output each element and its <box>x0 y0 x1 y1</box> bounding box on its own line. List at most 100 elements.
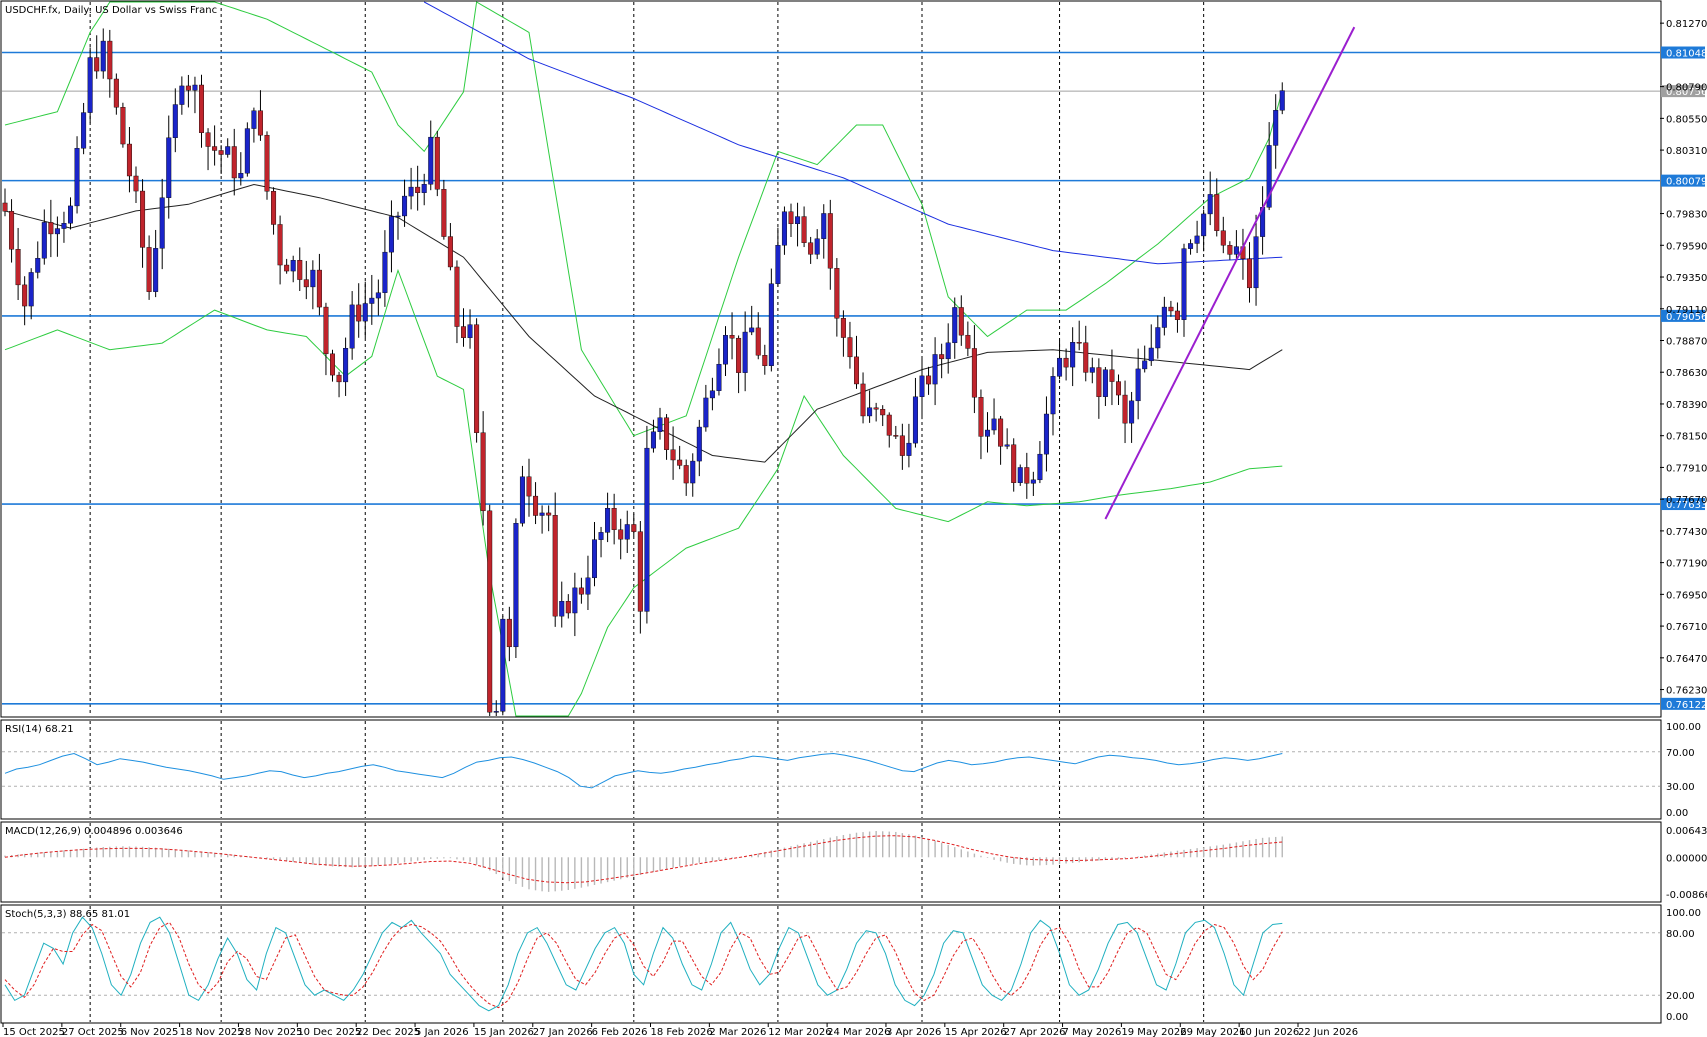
candle-bullish <box>1135 368 1141 402</box>
candle-bullish <box>74 148 80 207</box>
candle-bearish <box>94 57 100 72</box>
candle-bullish <box>1188 243 1194 249</box>
candle-bearish <box>480 432 486 512</box>
candle-bullish <box>388 216 394 253</box>
candle-bullish <box>912 396 918 444</box>
candle-bearish <box>546 512 552 516</box>
date-tick-label: 18 Feb 2026 <box>651 1027 713 1037</box>
candle-bearish <box>316 269 322 308</box>
candle-bearish <box>637 531 643 612</box>
candle-bearish <box>1096 367 1102 397</box>
candle-bearish <box>886 414 892 436</box>
candle-bullish <box>644 447 650 612</box>
candle-bullish <box>519 476 525 524</box>
candle-bearish <box>965 334 971 349</box>
candle-bullish <box>1004 444 1010 447</box>
price-tick-label: 0.77190 <box>1666 559 1707 570</box>
price-tick-label: 0.77670 <box>1666 495 1707 506</box>
candle-bullish <box>362 303 368 322</box>
candle-bullish <box>709 390 715 399</box>
candle-bullish <box>1161 306 1167 328</box>
candle-bearish <box>15 249 21 286</box>
candle-bearish <box>107 40 113 80</box>
date-tick-label: 28 Nov 2025 <box>238 1027 302 1037</box>
candle-bullish <box>592 539 598 579</box>
date-tick-label: 29 May 2026 <box>1180 1027 1245 1037</box>
date-tick-label: 15 Jan 2026 <box>474 1027 534 1037</box>
stoch-tick-label: 0.00 <box>1666 1012 1688 1023</box>
candle-bullish <box>100 40 106 72</box>
candle-bearish <box>958 307 964 336</box>
level-price-badge <box>1661 309 1705 322</box>
moving-average-50 <box>4 183 1283 463</box>
candle-bullish <box>867 407 873 417</box>
date-tick-label: 22 Dec 2025 <box>356 1027 420 1037</box>
candle-bullish <box>41 222 47 259</box>
stoch-tick-label: 80.00 <box>1666 929 1695 940</box>
candle-bearish <box>185 85 191 91</box>
price-tick-label: 0.78150 <box>1666 432 1707 443</box>
candle-bullish <box>716 363 722 391</box>
stoch-panel: 100.00 80.00 20.00 0.00 Stoch(5,3,3) 88.65 … <box>0 904 1701 1024</box>
candle-bullish <box>1129 400 1135 424</box>
date-tick-label: 27 Apr 2026 <box>1004 1027 1066 1037</box>
candle-bullish <box>1043 413 1049 455</box>
candle-bearish <box>978 397 984 437</box>
macd-tick-label: -0.008662 <box>1666 890 1707 901</box>
candle-bearish <box>808 242 814 255</box>
date-tick-label: 5 Jan 2026 <box>415 1027 469 1037</box>
price-tick-label: 0.76950 <box>1666 590 1707 601</box>
stoch-tick-label: 20.00 <box>1666 991 1695 1002</box>
candle-bullish <box>1057 357 1063 377</box>
candle-bearish <box>434 136 440 190</box>
stoch-signal-line <box>4 921 1283 1009</box>
level-price-badge <box>1661 697 1705 710</box>
candle-bullish <box>1142 360 1148 370</box>
indicator-overlays <box>4 1 1283 717</box>
candle-bearish <box>1076 342 1082 344</box>
candle-bullish <box>349 304 355 349</box>
candle-bullish <box>1194 235 1200 244</box>
price-panel-frame <box>0 0 1662 718</box>
candle-bullish <box>768 283 774 366</box>
candle-bullish <box>559 601 565 617</box>
candle-bullish <box>1030 479 1036 484</box>
candle-bearish <box>1174 310 1180 320</box>
date-tick-label: 27 Oct 2025 <box>62 1027 124 1037</box>
candle-bearish <box>670 449 676 461</box>
candle-bullish <box>192 84 198 91</box>
candle-bearish <box>1246 258 1252 289</box>
candle-bullish <box>67 205 73 224</box>
candle-bearish <box>198 84 204 133</box>
candle-bullish <box>657 417 663 432</box>
candle-bullish <box>650 431 656 449</box>
rsi-tick-label: 70.00 <box>1666 748 1695 759</box>
candle-bearish <box>683 465 689 484</box>
stoch-panel-frame <box>0 904 1662 1024</box>
price-tick-label: 0.76710 <box>1666 622 1707 633</box>
stoch-label: Stoch(5,3,3) 88.65 81.01 <box>5 909 130 920</box>
candle-bullish <box>369 297 375 304</box>
candle-bullish <box>1017 467 1023 483</box>
price-tick-label: 0.78630 <box>1666 368 1707 379</box>
candle-bullish <box>290 259 296 272</box>
candle-bullish <box>742 331 748 373</box>
date-tick-label: 15 Apr 2026 <box>945 1027 1007 1037</box>
level-price-badge <box>1661 498 1705 511</box>
candle-bullish <box>166 137 172 198</box>
trendline <box>1104 26 1356 520</box>
candle-bullish <box>749 327 755 333</box>
date-tick-label: 12 Mar 2026 <box>768 1027 831 1037</box>
bollinger-lower-band <box>4 268 1283 717</box>
price-tick-label: 0.79590 <box>1666 241 1707 252</box>
date-tick-label: 24 Mar 2026 <box>827 1027 890 1037</box>
candle-bearish <box>847 337 853 358</box>
candle-bullish <box>1155 327 1161 349</box>
candle-bearish <box>618 529 624 540</box>
candle-bearish <box>9 210 15 250</box>
candle-bullish <box>1273 110 1279 146</box>
price-tick-label: 0.80790 <box>1666 83 1707 94</box>
candle-bullish <box>945 342 951 360</box>
candle-bullish <box>1201 213 1207 237</box>
